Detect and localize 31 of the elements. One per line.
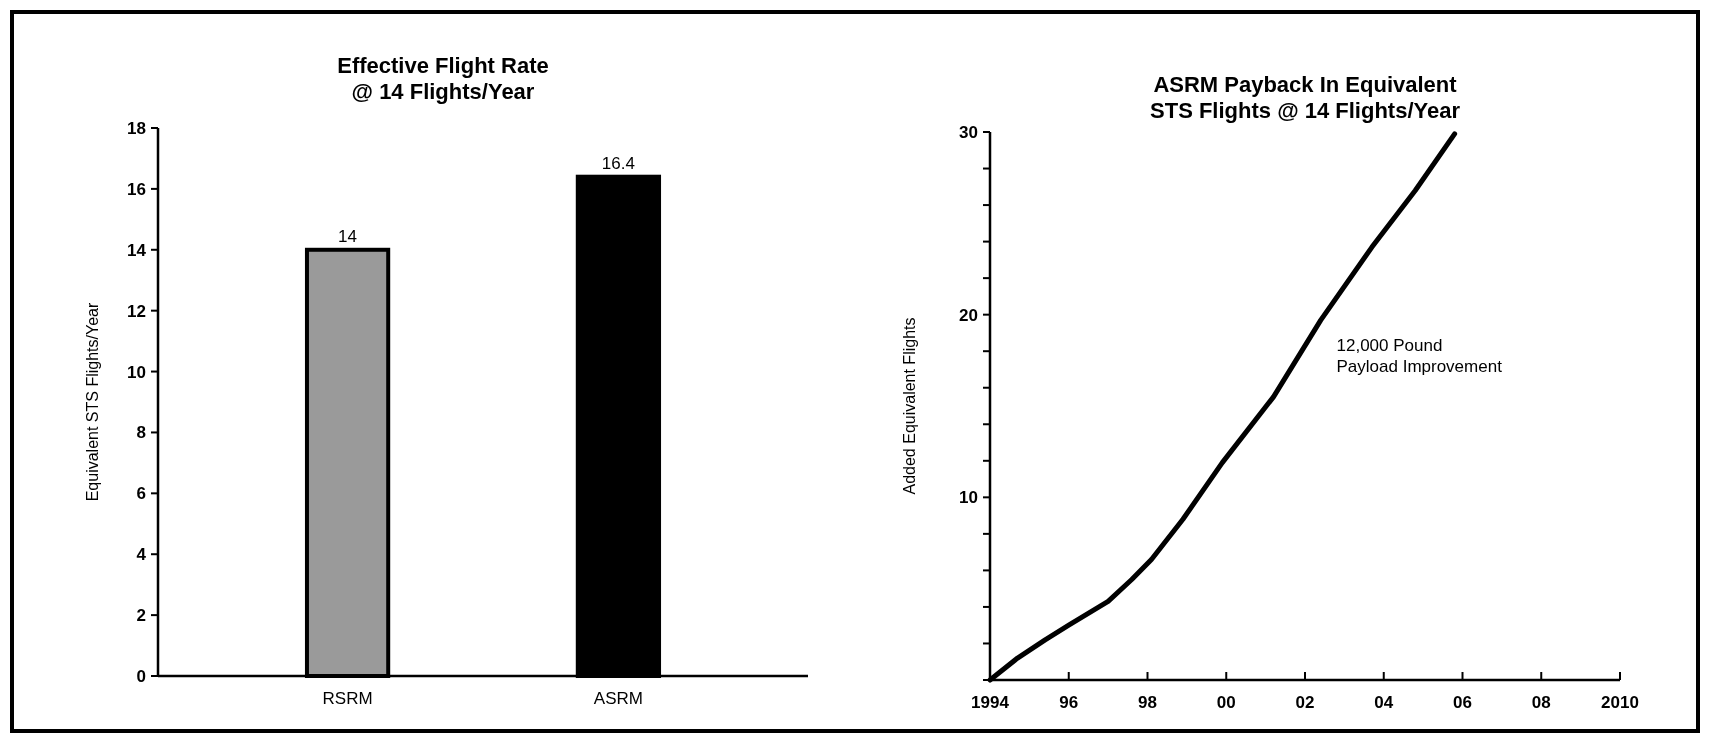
y-tick-label: 2	[136, 606, 146, 626]
x-tick-label: 02	[1295, 693, 1315, 712]
x-tick-label: 00	[1216, 693, 1236, 712]
y-tick-label: 0	[136, 666, 146, 686]
chart-title: ASRM Payback In Equivalent STS Flights @ 14 Flights/Year	[1150, 72, 1461, 124]
x-tick-label: 04	[1374, 693, 1394, 712]
x-tick-label: 1994	[971, 693, 1010, 712]
x-tick-label: 2010	[1601, 693, 1639, 712]
y-tick-label: 10	[127, 362, 146, 382]
y-axis-title: Equivalent STS Flights/Year	[84, 302, 101, 502]
y-tick-label: 20	[959, 305, 978, 325]
x-tick-label: ASRM	[593, 689, 643, 708]
data-label: 16.4	[601, 153, 635, 173]
chart-title: Effective Flight Rate @ 14 Flights/Year	[337, 53, 549, 105]
y-axis-title: Added Equivalent Flights	[901, 317, 918, 495]
x-tick-label: 96	[1059, 693, 1079, 712]
y-tick-label: 8	[136, 423, 146, 443]
data-label: 14	[338, 226, 358, 246]
y-tick-label: 30	[959, 122, 978, 142]
y-tick-label: 10	[959, 488, 978, 508]
y-tick-label: 14	[127, 240, 147, 260]
y-tick-label: 12	[127, 301, 146, 321]
y-tick-label: 6	[136, 484, 146, 504]
annotation: 12,000 Pound Payload Improvement	[1336, 336, 1503, 376]
y-tick-label: 4	[136, 545, 147, 565]
x-tick-label: 98	[1138, 693, 1157, 712]
y-tick-label: 18	[127, 118, 146, 138]
x-tick-label: 08	[1531, 693, 1551, 712]
x-tick-label: 06	[1453, 693, 1472, 712]
x-tick-label: RSRM	[322, 689, 373, 708]
y-tick-label: 16	[127, 179, 146, 199]
